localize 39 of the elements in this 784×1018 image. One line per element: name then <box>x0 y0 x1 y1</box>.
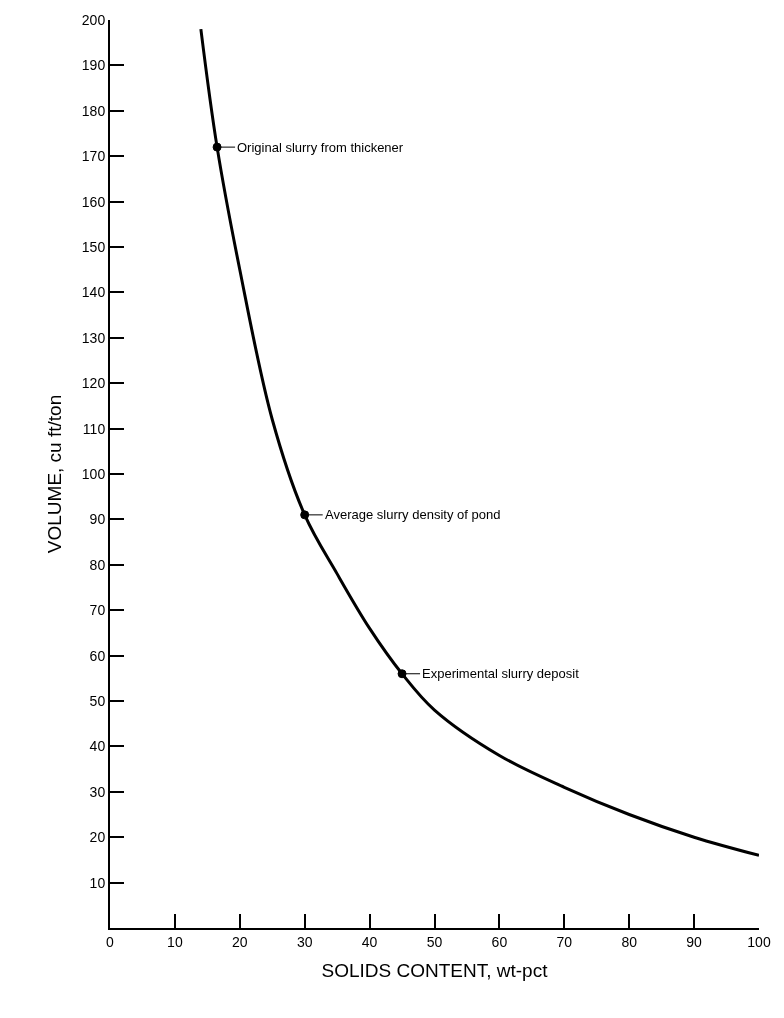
y-tick-label: 80 <box>89 556 106 573</box>
x-axis-title: SOLIDS CONTENT, wt-pct <box>321 960 549 982</box>
x-tick-label: 20 <box>232 933 248 950</box>
x-tick-label: 40 <box>361 933 378 950</box>
y-tick-label: 50 <box>89 692 106 709</box>
y-axis-title: VOLUME, cu ft/ton <box>44 394 66 554</box>
x-tick-label: 70 <box>556 933 573 950</box>
x-tick-label: 0 <box>106 933 115 950</box>
y-tick-label: 140 <box>81 284 106 301</box>
point <box>397 669 407 679</box>
y-tick-label: 150 <box>81 238 106 255</box>
y-tick-label: 200 <box>81 11 106 28</box>
annotation: Original slurry from thickener <box>237 140 404 155</box>
x-tick-label: 60 <box>491 933 508 950</box>
annotation: Average slurry density of pond <box>325 507 501 522</box>
x-tick-label: 10 <box>167 933 183 950</box>
y-tick-label: 130 <box>81 329 106 346</box>
y-tick-label: 170 <box>81 148 106 165</box>
y-tick-label: 190 <box>81 57 106 74</box>
y-tick-label: 10 <box>89 874 106 891</box>
y-tick-label: 100 <box>81 465 106 482</box>
x-tick-label: 80 <box>621 933 638 950</box>
y-tick-label: 40 <box>89 738 106 755</box>
x-tick-label: 100 <box>747 933 771 950</box>
x-tick-label: 30 <box>296 933 313 950</box>
y-tick-label: 180 <box>81 102 106 119</box>
x-tick-label: 90 <box>686 933 703 950</box>
line-series <box>199 27 759 857</box>
annotation: Experimental slurry deposit <box>422 666 580 681</box>
y-tick-label: 110 <box>82 420 106 437</box>
y-tick-label: 120 <box>81 375 106 392</box>
y-tick-label: 90 <box>89 511 106 528</box>
y-tick-label: 30 <box>89 783 106 800</box>
point <box>300 510 310 520</box>
y-tick-label: 20 <box>89 829 106 846</box>
y-tick-label: 60 <box>89 647 106 664</box>
x-tick-label: 50 <box>426 933 443 950</box>
y-tick-label: 160 <box>81 193 106 210</box>
y-tick-label: 70 <box>89 602 106 619</box>
